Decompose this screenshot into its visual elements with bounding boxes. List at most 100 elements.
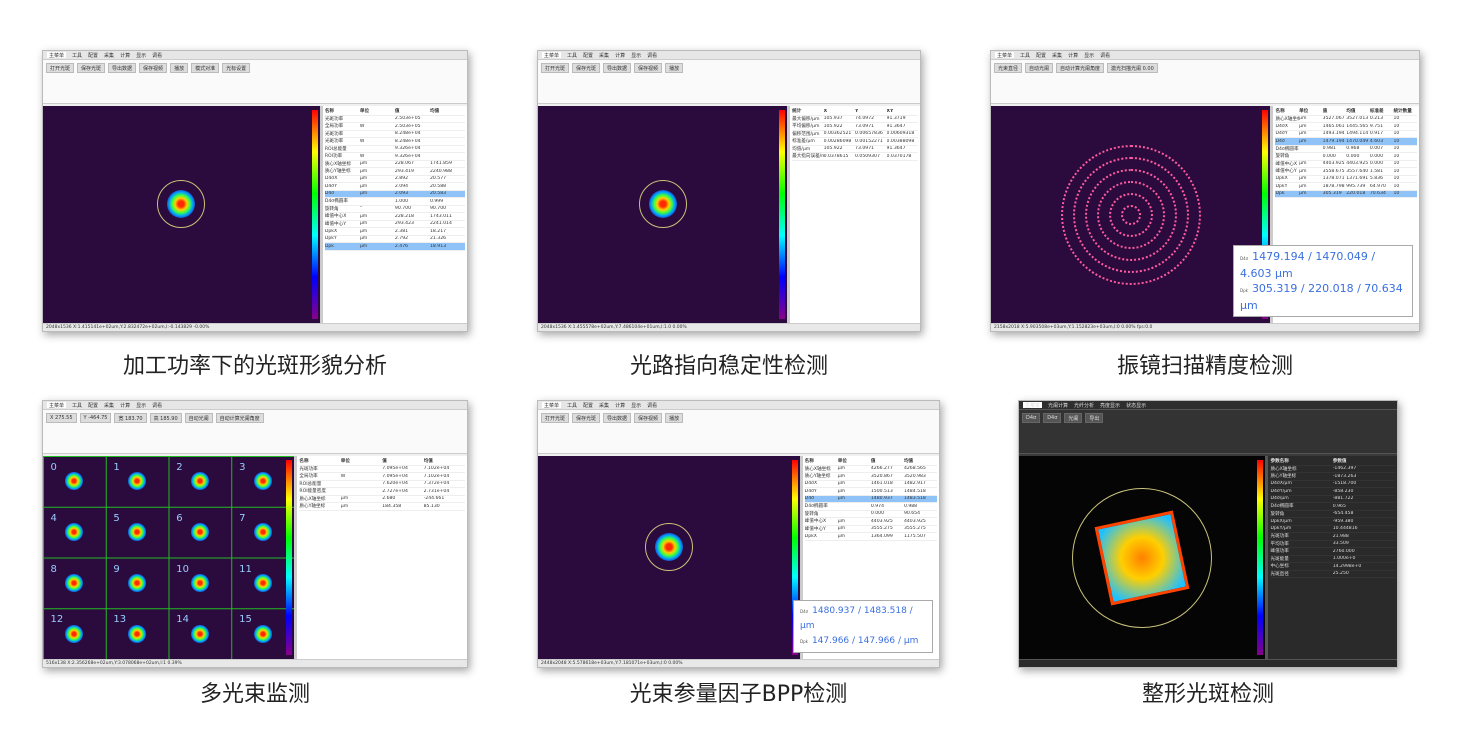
table-row[interactable]: D4σ椭圆率 0.981 0.968 0.007 10 <box>1275 146 1417 153</box>
menu-tab[interactable]: 显示 <box>136 53 147 59</box>
menu-tab[interactable]: 工具 <box>567 403 578 409</box>
menu-tab[interactable]: 主菜单 <box>47 402 67 409</box>
table-row[interactable]: DpkY μm 1878.798 995.739 64.970 10 <box>1275 183 1417 191</box>
table-row[interactable]: DpkX μm 2.381 18.217 <box>324 228 465 236</box>
menu-tab[interactable]: 显示 <box>631 403 642 409</box>
table-row[interactable]: 光斑功率 2.503e+05 <box>324 116 465 123</box>
table-row[interactable]: 旋转角 0.000 0.000 0.000 10 <box>1275 153 1417 161</box>
menu-tab[interactable]: 调看 <box>647 403 658 409</box>
ribbon-button[interactable]: 播放 <box>665 63 684 73</box>
table-row[interactable]: 峰值中心Y μm 293.423 2241.014 <box>324 221 465 228</box>
table-row[interactable]: 峰值中心X μm 228.218 1743.011 <box>324 213 465 221</box>
table-row[interactable]: 质心Y轴坐标 μm 293.419 2240.988 <box>324 168 465 176</box>
table-row[interactable]: 平均功率 33.509 <box>1270 541 1395 548</box>
table-row[interactable]: D4σX/μm -1518.700 <box>1270 481 1395 488</box>
table-row[interactable]: Dpk μm 305.319 220.018 70.634 10 <box>1275 190 1417 198</box>
menu-tab[interactable]: 工具 <box>1020 53 1031 59</box>
ribbon-button[interactable]: 导出数据 <box>108 63 137 73</box>
ribbon-button[interactable]: 保存光斑 <box>572 413 601 423</box>
menu-tab[interactable]: 主菜单 <box>1023 402 1043 409</box>
table-row[interactable]: 质心Y轴坐标 -1873.263 <box>1270 473 1395 481</box>
ribbon-button[interactable]: 播放 <box>170 63 189 73</box>
ribbon-button[interactable]: 打开光斑 <box>541 63 570 73</box>
ribbon-button[interactable]: 自动光阑 <box>1025 63 1054 73</box>
ribbon-button[interactable]: 光束直径 <box>994 63 1023 73</box>
ribbon-button[interactable]: 保存光斑 <box>77 63 106 73</box>
table-row[interactable]: D4σY μm 1500.513 1484.518 <box>804 488 937 496</box>
table-row[interactable]: D4σ椭圆率 0.974 0.988 <box>804 503 937 511</box>
menu-tab[interactable]: 采集 <box>599 403 610 409</box>
table-row[interactable]: D4σ μm 1479.194 1470.049 4.603 10 <box>1275 138 1417 146</box>
table-row[interactable]: 旋转角 -654.458 <box>1270 511 1395 518</box>
table-row[interactable]: D4σ椭圆率 0.965 <box>1270 503 1395 511</box>
menu-tab[interactable]: 计算 <box>615 53 626 59</box>
ribbon-button[interactable]: 保存视频 <box>634 63 663 73</box>
table-row[interactable]: ROI功率 W 9.326e+04 <box>324 153 465 161</box>
table-row[interactable]: 标准差/μm 0.00286098 0.00152271 0.00388098 <box>792 138 918 146</box>
ribbon-button[interactable]: 保存光斑 <box>572 63 601 73</box>
table-row[interactable]: ROI总能量 7.620e+04 7.372e+04 <box>299 481 465 488</box>
ribbon-button[interactable]: X 275.55 <box>46 413 77 423</box>
table-row[interactable]: 光斑功率 7.095e+04 7.102e+04 <box>299 466 465 473</box>
ribbon-button[interactable]: 导出 <box>1085 413 1104 423</box>
menu-tab[interactable]: 显示 <box>1084 53 1095 59</box>
menu-tab[interactable]: 主菜单 <box>542 52 562 59</box>
menu-tab[interactable]: 调看 <box>152 403 163 409</box>
menu-tab[interactable]: 计算 <box>120 403 131 409</box>
table-row[interactable]: Dpk μm 2.476 18.913 <box>324 243 465 251</box>
table-row[interactable]: 峰值中心Y μm 3555.275 3555.275 <box>804 526 937 533</box>
menu-tab[interactable]: 亮度显示 <box>1100 403 1121 409</box>
menu-tab[interactable]: 配置 <box>1036 53 1047 59</box>
ribbon-button[interactable]: 激光扫描光阑 0.00 <box>1107 63 1158 73</box>
table-row[interactable]: 最大指向误差/mrad0.0378615 0.0509307 0.0370178 <box>792 153 918 161</box>
table-row[interactable]: 峰值功率 2760.000 <box>1270 548 1395 556</box>
table-row[interactable]: 质心X轴坐标 μm 2.680 -244.661 <box>299 496 465 503</box>
table-row[interactable]: 偏移范围/μm 0.00362521 0.00657836 0.00609318 <box>792 131 918 138</box>
ribbon-button[interactable]: 保存视频 <box>634 413 663 423</box>
ribbon-button[interactable]: 保存视频 <box>139 63 168 73</box>
menu-tab[interactable]: 主菜单 <box>47 52 67 59</box>
table-row[interactable]: DpkY μm 2.792 21.326 <box>324 236 465 243</box>
table-row[interactable]: D4σ椭圆率 1.000 0.999 <box>324 198 465 206</box>
table-row[interactable]: DpkX μm 1378.071 1371.691 5.836 10 <box>1275 176 1417 183</box>
menu-tab[interactable]: 状态显示 <box>1126 403 1147 409</box>
table-row[interactable]: DpkY/μm 10.444816 <box>1270 526 1395 533</box>
table-row[interactable]: 光斑能量 1.000e+0 <box>1270 556 1395 563</box>
table-row[interactable]: 均值/μm 105.922 73.0971 91.3647 <box>792 146 918 153</box>
table-row[interactable]: 质心X轴坐标 μm 228.067 1741.859 <box>324 161 465 168</box>
table-row[interactable]: D4σ μm 2.093 20.583 <box>324 190 465 198</box>
table-row[interactable]: 质心X轴坐标 -1462.397 <box>1270 466 1395 473</box>
table-row[interactable]: D4σY/μm -858.230 <box>1270 488 1395 496</box>
table-row[interactable]: 平均偏移/μm 105.922 73.0971 91.3647 <box>792 123 918 131</box>
table-row[interactable]: 中心坐标 14.2998e+0 <box>1270 563 1395 571</box>
menu-tab[interactable]: 主菜单 <box>542 402 562 409</box>
table-row[interactable]: DpkX/μm -959.380 <box>1270 518 1395 526</box>
menu-tab[interactable]: 采集 <box>1052 53 1063 59</box>
menu-tab[interactable]: 主菜单 <box>995 52 1015 59</box>
table-row[interactable]: 光斑直径 25.250 <box>1270 571 1395 578</box>
table-row[interactable]: 光斑功率 W 8.248e+04 <box>324 138 465 146</box>
table-row[interactable]: 峰值中心X μm 4403.925 4403.925 <box>804 518 937 526</box>
table-row[interactable]: D4σ μm 1480.937 1483.518 <box>804 495 937 503</box>
menu-tab[interactable]: 光阑计算 <box>1048 403 1069 409</box>
ribbon-button[interactable]: 自动计算光阑角度 <box>1056 63 1105 73</box>
menu-tab[interactable]: 配置 <box>88 53 99 59</box>
menu-tab[interactable]: 采集 <box>104 403 115 409</box>
table-row[interactable]: ROI总能量 9.326e+04 <box>324 146 465 153</box>
table-row[interactable]: 质心X轴坐标 μm 4266.277 4268.565 <box>804 466 937 473</box>
menu-tab[interactable]: 采集 <box>599 53 610 59</box>
table-row[interactable]: ROI能量密度 2.727e+04 2.731e+04 <box>299 488 465 496</box>
ribbon-button[interactable]: 自动光阑 <box>184 413 213 423</box>
menu-tab[interactable]: 计算 <box>1068 53 1079 59</box>
table-row[interactable]: 质心X轴坐标 μm 3527.067 3527.013 0.213 10 <box>1275 116 1417 123</box>
table-row[interactable]: D4σY μm 2.094 20.588 <box>324 183 465 191</box>
ribbon-button[interactable]: Y -464.75 <box>79 413 112 423</box>
menu-tab[interactable]: 计算 <box>615 403 626 409</box>
menu-tab[interactable]: 调看 <box>647 53 658 59</box>
menu-tab[interactable]: 计算 <box>120 53 131 59</box>
table-row[interactable]: 旋转角 0.000 90.654 <box>804 511 937 518</box>
ribbon-button[interactable]: 导出数据 <box>603 63 632 73</box>
ribbon-button[interactable]: 导出数据 <box>603 413 632 423</box>
ribbon-button[interactable]: 光阑 <box>1064 413 1083 423</box>
ribbon-button[interactable]: 宽 183.70 <box>114 413 147 423</box>
